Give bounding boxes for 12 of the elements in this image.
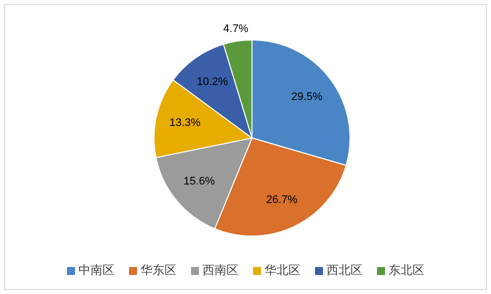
legend-label: 东北区: [388, 262, 424, 279]
legend-label: 西南区: [202, 262, 238, 279]
legend-label: 华东区: [140, 262, 176, 279]
legend-label: 西北区: [326, 262, 362, 279]
data-label: 10.2%: [196, 76, 228, 88]
data-label: 4.7%: [223, 23, 249, 36]
legend-label: 华北区: [264, 262, 300, 279]
data-label: 15.6%: [184, 176, 215, 188]
data-label: 13.3%: [169, 117, 201, 130]
data-label: 26.7%: [266, 194, 298, 206]
data-label: 29.5%: [291, 90, 323, 103]
legend-label: 中南区: [78, 262, 114, 279]
